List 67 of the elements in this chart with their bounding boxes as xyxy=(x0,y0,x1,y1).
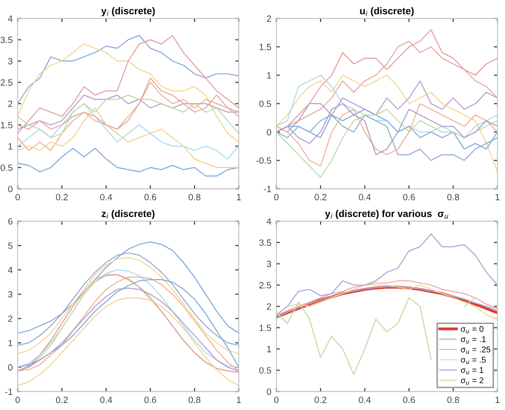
y-tick-label: 2 xyxy=(266,303,272,310)
y-tick-label: -1 xyxy=(5,388,12,395)
y-tick-label: 4 xyxy=(266,218,272,224)
y-tick-label: 1.5 xyxy=(260,44,272,50)
x-tick-label: 1 xyxy=(236,194,241,200)
y-tick-label: 0 xyxy=(8,364,12,371)
chart-title: y$_{i}$ (discrete) for various σ$_{u}$ xyxy=(325,210,448,219)
x-tick-label: 0.4 xyxy=(100,194,112,200)
x-tick-label: 0.8 xyxy=(447,194,460,200)
legend-label: σ$_{u}$ = 1 xyxy=(460,367,484,374)
y-tick-label: 0.5 xyxy=(259,367,272,374)
y-tick-label: 3.5 xyxy=(0,36,12,44)
x-tick-label: 0 xyxy=(16,396,20,404)
chart-title: y$_{i}$ (discrete) xyxy=(101,7,155,16)
y-tick-label: 2.5 xyxy=(0,79,12,86)
x-tick-label: 0.6 xyxy=(144,194,156,200)
x-tick-label: 0.4 xyxy=(100,396,112,404)
legend-label: σ$_{u}$ = .25 xyxy=(460,346,490,354)
x-tick-label: 0 xyxy=(274,396,278,404)
legend-label: σ$_{u}$ = 0 xyxy=(460,326,484,334)
y-tick-label: 0 xyxy=(8,186,12,192)
y-tick-label: 4 xyxy=(8,266,13,274)
y-tick-label: 2 xyxy=(266,15,272,22)
x-tick-label: 0.2 xyxy=(314,194,326,200)
x-tick-label: 1 xyxy=(496,194,500,200)
legend-label: σ$_{u}$ = .5 xyxy=(460,356,486,364)
x-tick-label: 0.8 xyxy=(188,396,200,404)
y-tick-label: 3 xyxy=(8,58,12,64)
x-tick-label: 0.8 xyxy=(447,396,460,404)
x-tick-label: 0.4 xyxy=(358,194,371,200)
y-tick-label: 0.5 xyxy=(0,164,12,171)
y-tick-label: 2.5 xyxy=(259,282,272,288)
y-tick-label: 0 xyxy=(266,388,272,395)
y-tick-label: 3 xyxy=(266,260,272,268)
y-tick-label: 3.5 xyxy=(259,239,272,246)
y-tick-label: 1 xyxy=(267,346,272,352)
y-tick-label: 6 xyxy=(8,218,12,225)
x-tick-label: 0 xyxy=(274,194,278,200)
y-tick-label: 1 xyxy=(8,143,12,150)
y-tick-label: 2 xyxy=(8,100,12,107)
y-tick-label: 2 xyxy=(8,316,12,322)
y-tick-label: -0.5 xyxy=(256,157,272,164)
x-tick-label: 0.2 xyxy=(56,396,68,404)
y-tick-label: 1.5 xyxy=(0,122,12,128)
chart-title: z$_{i}$ (discrete) xyxy=(102,210,154,219)
x-tick-label: 0.6 xyxy=(144,396,156,404)
y-tick-label: 0.5 xyxy=(259,100,272,107)
x-tick-label: 1 xyxy=(496,396,500,403)
x-tick-label: 0.2 xyxy=(314,396,326,404)
y-tick-label: 3 xyxy=(8,291,12,298)
x-tick-label: 1 xyxy=(236,396,241,403)
y-tick-label: 1.5 xyxy=(260,324,272,332)
y-tick-label: 1 xyxy=(267,72,272,79)
x-tick-label: 0.4 xyxy=(358,396,371,404)
x-tick-label: 0.8 xyxy=(188,194,200,200)
x-tick-label: 0 xyxy=(16,194,20,200)
y-tick-label: 5 xyxy=(8,242,12,249)
y-tick-label: 4 xyxy=(8,16,13,22)
legend-label: σ$_{u}$ = 2 xyxy=(460,377,484,385)
y-tick-label: -1 xyxy=(264,186,272,192)
x-tick-label: 0.6 xyxy=(403,396,415,404)
x-tick-label: 0.2 xyxy=(56,194,68,200)
y-tick-label: 1 xyxy=(8,340,12,346)
chart-title: u$_{i}$ (discrete) xyxy=(360,7,414,16)
x-tick-label: 0.6 xyxy=(403,194,415,200)
legend-label: σ$_{u}$ = .1 xyxy=(460,336,486,344)
y-tick-label: 0 xyxy=(266,128,272,136)
